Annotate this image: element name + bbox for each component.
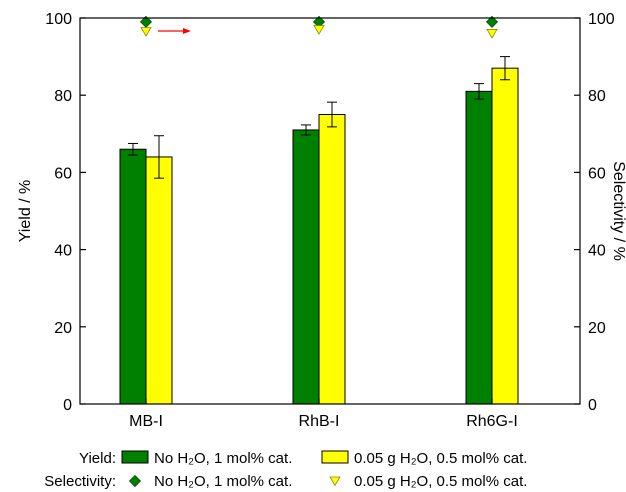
legend-marker-selectivity-water <box>329 476 341 487</box>
y2-tick-label: 40 <box>588 243 606 260</box>
arrow-head <box>183 28 191 35</box>
marker-sel_water <box>486 29 498 39</box>
legend: Yield: No H₂O, 1 mol% cat. 0.05 g H₂O, 0… <box>44 450 527 490</box>
bar-yield_water <box>318 114 346 405</box>
bar-yield_water <box>491 67 519 405</box>
annotation-arrow <box>158 28 191 35</box>
x-tick-label: RhB-I <box>299 413 340 430</box>
y-tick-label: 20 <box>54 320 72 337</box>
x-tick-label: Rh6G-I <box>466 413 518 430</box>
y2-tick-label: 0 <box>588 397 597 414</box>
y-tick-label: 100 <box>45 11 72 28</box>
legend-label-yield-water: 0.05 g H₂O, 0.5 mol% cat. <box>354 450 527 467</box>
y-tick-label: 0 <box>63 397 72 414</box>
x-axis: MB-I RhB-I Rh6G-I <box>129 398 518 430</box>
y-axis-title: Yield / % <box>17 180 34 243</box>
legend-marker-selectivity-no-water <box>128 474 142 488</box>
plot-frame <box>79 17 581 405</box>
legend-label-yield-no-water: No H₂O, 1 mol% cat. <box>154 450 292 467</box>
legend-swatch-yield-water <box>321 450 349 464</box>
y-tick-label: 80 <box>54 88 72 105</box>
bar-yield_no_water <box>119 148 147 405</box>
y2-tick-label: 80 <box>588 88 606 105</box>
legend-label-selectivity-no-water: No H₂O, 1 mol% cat. <box>154 473 292 490</box>
markers-layer <box>139 15 499 39</box>
y-tick-label: 40 <box>54 243 72 260</box>
legend-yield-title: Yield: <box>79 450 116 467</box>
bar-yield_water <box>145 156 173 405</box>
y-tick-label: 60 <box>54 165 72 182</box>
legend-swatch-yield-no-water <box>121 450 149 464</box>
bars-layer <box>119 56 519 405</box>
y2-tick-label: 100 <box>588 11 615 28</box>
marker-sel_no_water <box>485 15 499 28</box>
right-axis: 0 20 40 60 80 100 <box>574 11 615 414</box>
y2-tick-label: 60 <box>588 165 606 182</box>
x-tick-label: MB-I <box>129 413 163 430</box>
bar-yield_no_water <box>292 129 320 405</box>
legend-selectivity-title: Selectivity: <box>44 473 116 490</box>
y2-axis-title: Selectivity / % <box>610 161 626 261</box>
marker-sel_water <box>140 27 152 37</box>
bar-yield_no_water <box>465 90 493 405</box>
legend-label-selectivity-water: 0.05 g H₂O, 0.5 mol% cat. <box>354 473 527 490</box>
left-axis: 0 20 40 60 80 100 <box>45 11 86 414</box>
y2-tick-label: 20 <box>588 320 606 337</box>
marker-sel_water <box>313 25 325 35</box>
